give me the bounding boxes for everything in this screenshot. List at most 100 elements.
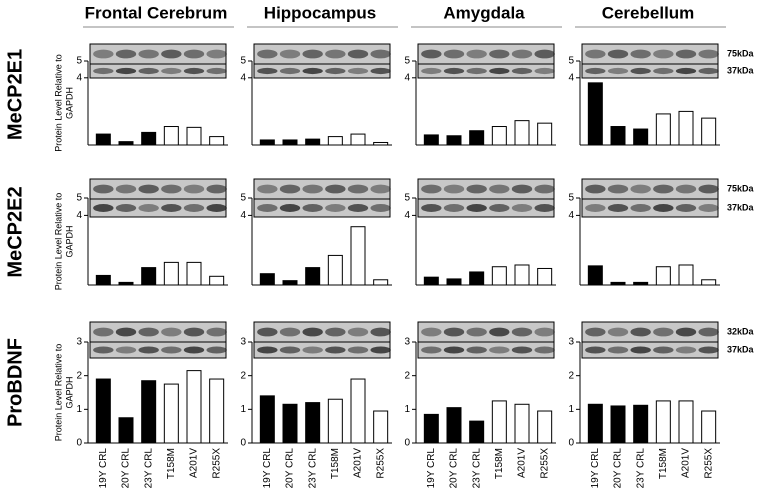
bar [163, 261, 179, 286]
bar [163, 126, 179, 146]
blot-band [206, 204, 227, 212]
y-tick-label: 3 [76, 337, 82, 348]
x-tick-label: 23Y CRL [143, 448, 154, 489]
blot-band [534, 327, 555, 337]
bar [446, 407, 462, 444]
blot-band [489, 67, 510, 75]
bar [587, 403, 603, 444]
blot-band [607, 67, 629, 75]
blot-band [607, 49, 629, 59]
bar [95, 378, 111, 444]
bar [678, 110, 694, 146]
bar [209, 378, 225, 444]
bar [350, 133, 366, 146]
blot-band [443, 204, 465, 212]
row-label: MeCP2E2 [4, 186, 26, 277]
blot-band [653, 204, 674, 212]
y-tick-label: 0 [404, 438, 410, 449]
bar [469, 130, 485, 146]
y-axis-label: Protein Level Relative to [53, 344, 63, 442]
bar [350, 378, 366, 444]
bar [118, 417, 134, 444]
y-tick-label: 5 [568, 56, 574, 67]
blot-band [138, 49, 159, 59]
blot-band [607, 184, 629, 194]
blot-band [347, 204, 369, 212]
blot-band [302, 204, 323, 212]
blot-band [279, 67, 301, 75]
blot-band [138, 67, 159, 75]
blot-band [161, 184, 182, 194]
y-tick-label: 2 [568, 370, 574, 381]
blot-band [325, 67, 346, 75]
blot-band [93, 49, 114, 59]
bar [163, 383, 179, 444]
blot-band [138, 204, 159, 212]
bar [259, 139, 275, 146]
blot-band [466, 346, 487, 354]
y-tick-label: 4 [76, 72, 82, 83]
y-tick-label: 5 [404, 56, 410, 67]
blot-band [257, 204, 278, 212]
bar [141, 267, 157, 286]
blot-band [630, 67, 651, 75]
bar [423, 134, 439, 146]
bar [469, 271, 485, 286]
blot-band [421, 346, 442, 354]
blot-band [370, 204, 391, 212]
x-tick-label: A201V [353, 448, 364, 478]
blot-band [489, 49, 510, 59]
blot-band [534, 184, 555, 194]
blot-band [183, 327, 205, 337]
blot-band [161, 346, 182, 354]
y-tick-label: 4 [76, 210, 82, 221]
blot-band [607, 346, 629, 354]
blot-band [443, 49, 465, 59]
blot-band [653, 67, 674, 75]
blot-band [585, 67, 606, 75]
x-tick-label: 23Y CRL [635, 448, 646, 489]
y-axis-label: GAPDH [64, 87, 74, 119]
bar [587, 265, 603, 286]
x-tick-label: 20Y CRL [613, 448, 624, 489]
y-tick-label: 1 [568, 404, 574, 415]
y-tick-label: 4 [240, 72, 246, 83]
blot-band [93, 346, 114, 354]
blot-band [302, 67, 323, 75]
bar [446, 135, 462, 146]
blot-band [511, 204, 533, 212]
bar [95, 133, 111, 146]
y-tick-label: 1 [240, 404, 246, 415]
bar [327, 254, 343, 286]
bar [701, 117, 717, 146]
x-tick-label: 20Y CRL [449, 448, 460, 489]
y-tick-label: 2 [404, 370, 410, 381]
bar [186, 126, 202, 146]
blot-band [347, 49, 369, 59]
blot-band [675, 49, 697, 59]
blot-band [630, 327, 651, 337]
blot-band [443, 184, 465, 194]
y-tick-label: 3 [568, 337, 574, 348]
blot-band [325, 346, 346, 354]
blot-band [698, 204, 719, 212]
y-tick-label: 0 [240, 438, 246, 449]
blot-band [115, 67, 137, 75]
bar [491, 126, 507, 146]
blot-band [257, 327, 278, 337]
bar [373, 279, 389, 286]
blot-band [325, 49, 346, 59]
bar [633, 404, 649, 444]
y-tick-label: 5 [240, 56, 246, 67]
x-tick-label: 23Y CRL [307, 448, 318, 489]
blot-band [115, 327, 137, 337]
kda-label: 37kDa [727, 65, 755, 75]
bar [655, 113, 671, 146]
blot-band [466, 67, 487, 75]
x-tick-label: 20Y CRL [285, 448, 296, 489]
x-tick-label: T158M [658, 448, 669, 479]
blot-band [138, 327, 159, 337]
blot-band [630, 49, 651, 59]
blot-band [161, 67, 182, 75]
